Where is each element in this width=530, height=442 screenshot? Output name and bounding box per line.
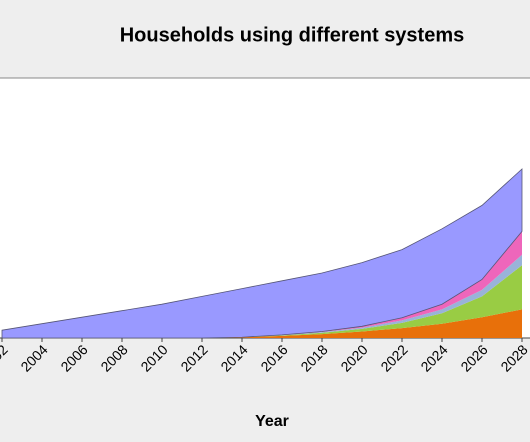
area xyxy=(2,309,522,338)
x-tick-label: 2002 xyxy=(0,341,11,374)
area xyxy=(1,168,523,339)
x-axis-title: Year xyxy=(255,413,289,430)
chart-title: Households using different systems xyxy=(120,24,465,46)
